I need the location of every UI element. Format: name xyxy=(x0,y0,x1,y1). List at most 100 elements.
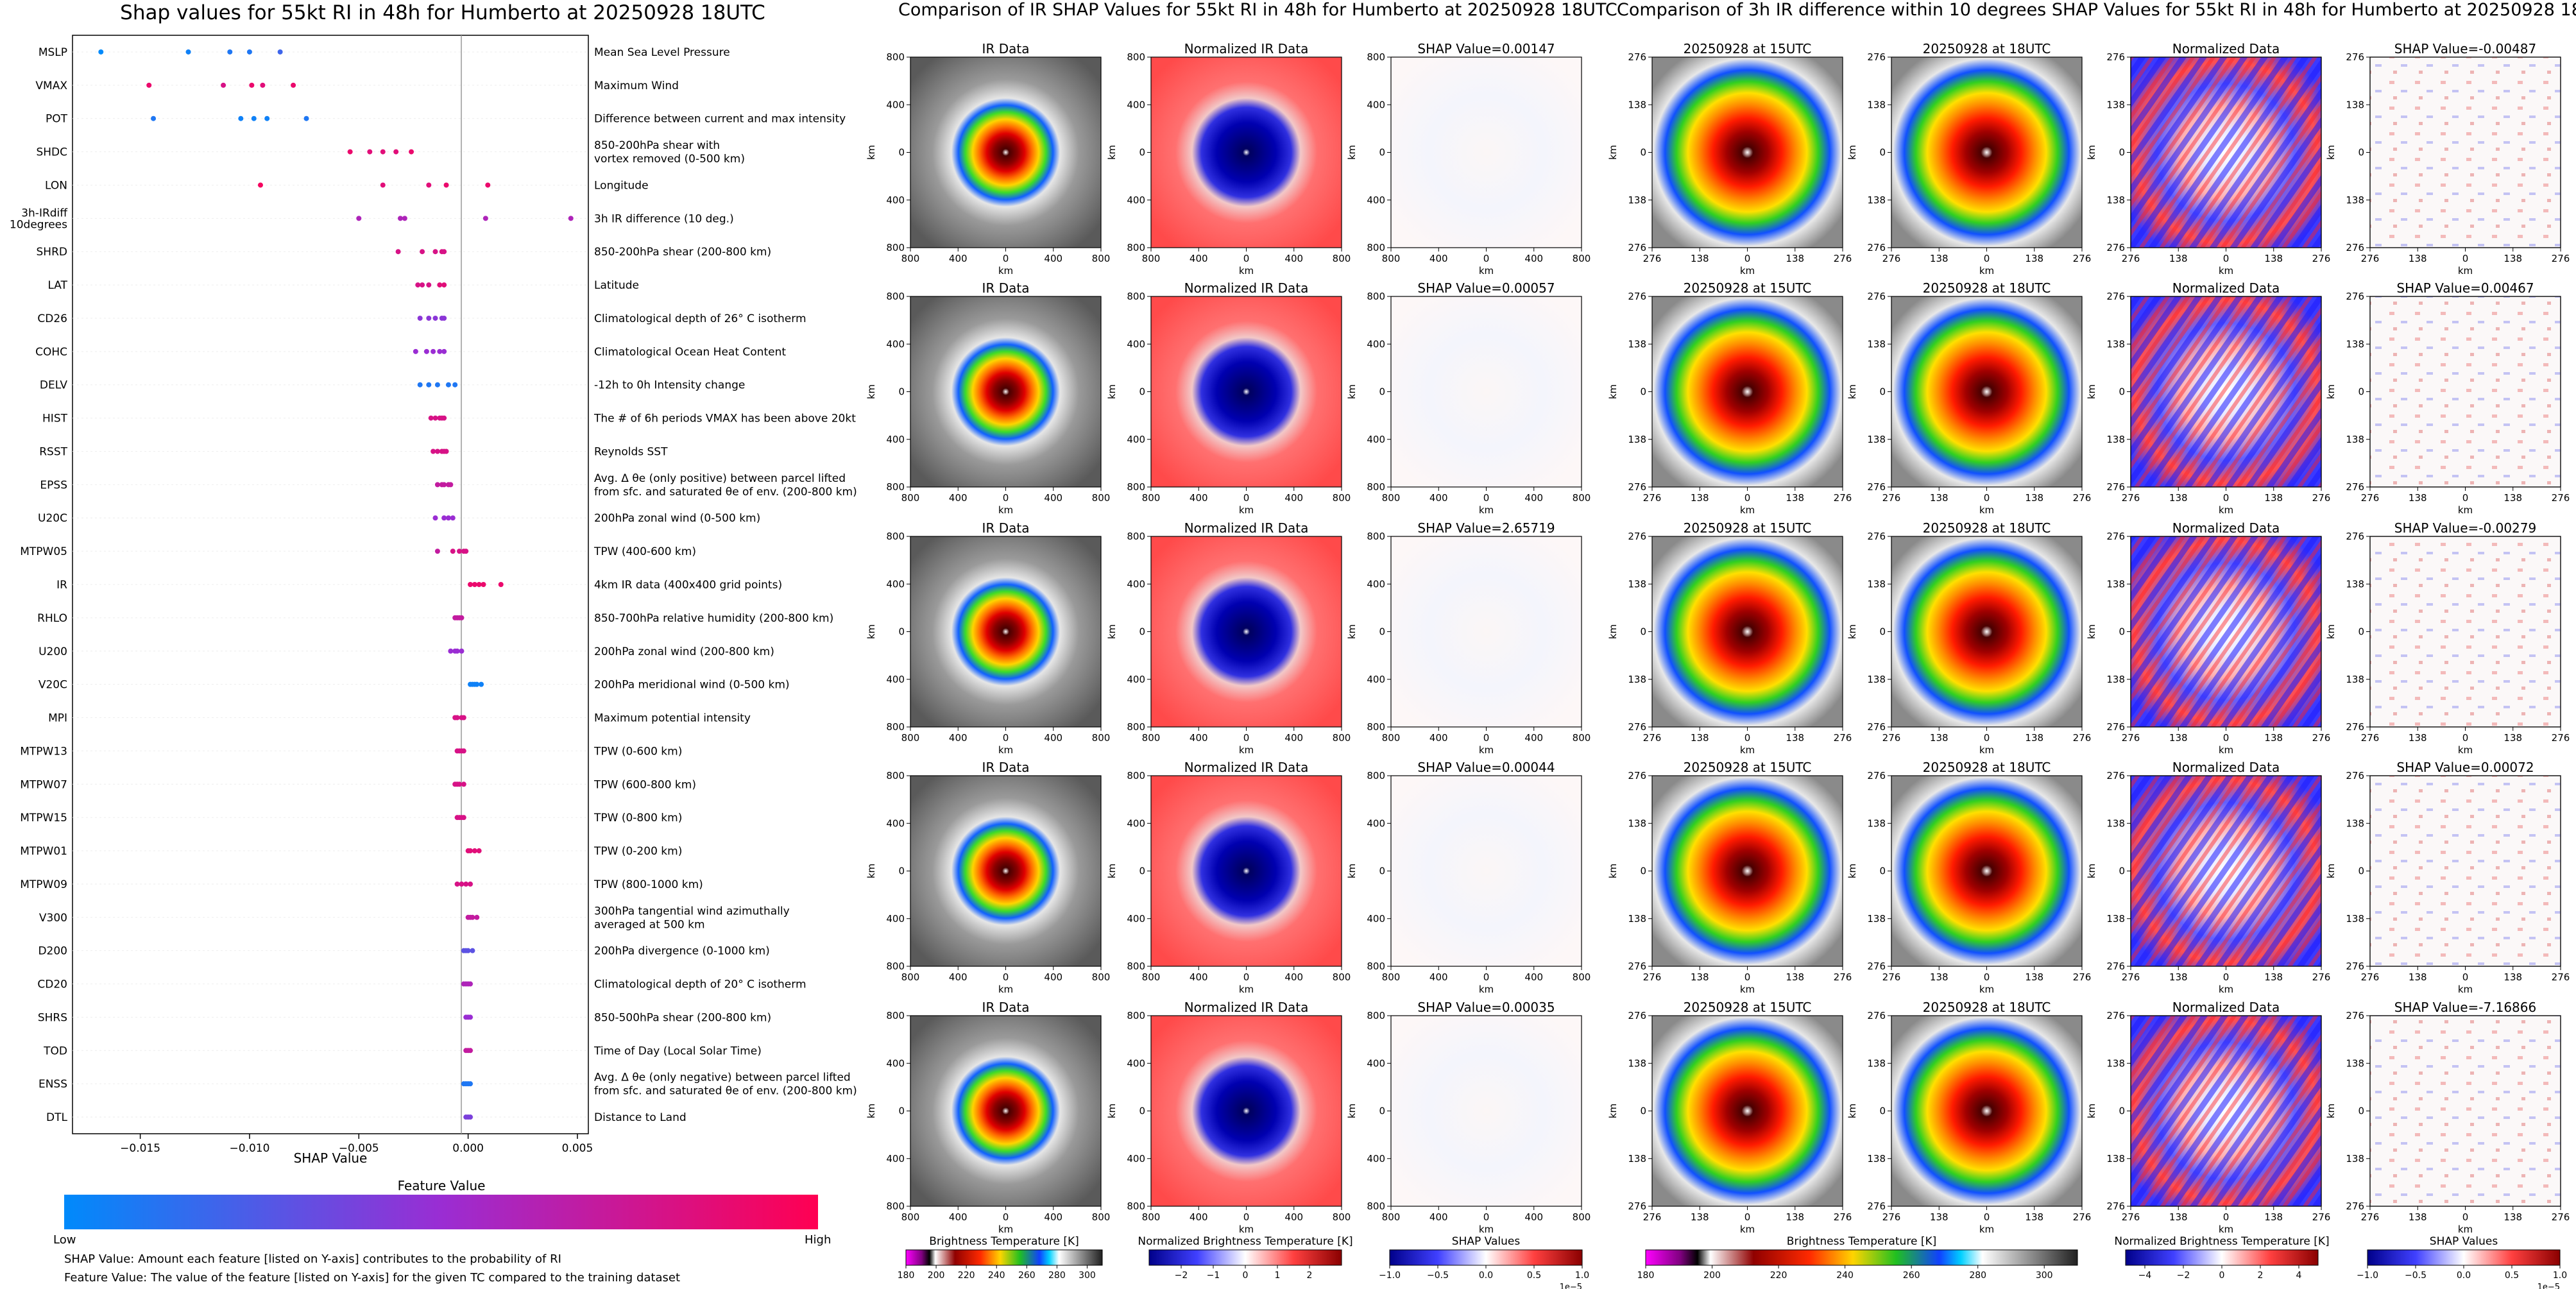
shap-point xyxy=(454,881,460,887)
y-axis-unit-label: km xyxy=(1346,864,1358,878)
feature-description-label: TPW (600-800 km) xyxy=(593,778,696,791)
shap-point xyxy=(443,448,449,454)
x-tick-label: 800 xyxy=(1382,732,1401,744)
x-tick-label: 276 xyxy=(2361,732,2380,744)
feature-description-label: Time of Day (Local Solar Time) xyxy=(593,1045,762,1057)
shap-point xyxy=(443,182,449,188)
y-tick-label: 800 xyxy=(1367,481,1385,493)
panel-image xyxy=(1891,56,2083,248)
panel-title: IR Data xyxy=(982,1000,1030,1015)
y-tick-label: 276 xyxy=(2106,242,2125,253)
x-tick-label: 276 xyxy=(2361,971,2380,983)
colorbar-tick-label: 0.0 xyxy=(1479,1270,1493,1281)
y-tick-label: 276 xyxy=(1867,1010,1886,1021)
panel-title: SHAP Value=0.00147 xyxy=(1417,41,1555,56)
y-tick-label: 276 xyxy=(1628,531,1646,542)
feature-description-label: 200hPa divergence (0-1000 km) xyxy=(594,945,770,958)
x-tick-label: 138 xyxy=(2025,732,2043,744)
shap-point xyxy=(437,282,443,288)
panel-image xyxy=(1150,56,1342,248)
colorbar-tick-label: 0 xyxy=(1243,1270,1249,1281)
x-tick-label: 0 xyxy=(1243,492,1250,504)
shap-point xyxy=(445,515,451,521)
x-axis-unit-label: km xyxy=(1740,744,1755,756)
shap-point xyxy=(476,582,482,587)
colorbar-tick-label: 0 xyxy=(2219,1270,2225,1281)
x-tick-label: 0 xyxy=(1744,732,1751,744)
y-tick-label: 0 xyxy=(2358,147,2364,158)
colorbar-tick-label: 4 xyxy=(2296,1270,2302,1281)
colorbar-tick-label: 0.5 xyxy=(2505,1270,2519,1281)
y-tick-label: 276 xyxy=(2106,481,2125,493)
y-tick-label: 138 xyxy=(1867,338,1886,350)
y-tick-label: 276 xyxy=(2106,721,2125,733)
shap-point xyxy=(463,549,469,554)
footnote-feature-value: Feature Value: The value of the feature … xyxy=(64,1271,680,1285)
panel-title: IR Data xyxy=(982,760,1030,775)
y-tick-label: 400 xyxy=(1367,194,1385,206)
feature-name-label: MTPW13 xyxy=(20,745,67,758)
x-tick-label: 400 xyxy=(949,971,968,983)
panel-image xyxy=(1651,775,1843,967)
x-tick-label: 0 xyxy=(2462,1211,2469,1223)
panel-image xyxy=(910,56,1102,248)
x-tick-label: 138 xyxy=(2503,253,2522,264)
x-tick-label: 138 xyxy=(1786,971,1804,983)
shap-point xyxy=(441,415,447,421)
x-tick-label: 138 xyxy=(2409,732,2427,744)
shap-point xyxy=(468,1081,473,1087)
feature-name-label: VMAX xyxy=(35,80,67,92)
y-tick-label: 400 xyxy=(886,434,905,445)
image-panel: 20250928 at 15UTC27627613813800138138276… xyxy=(1607,280,1852,516)
x-tick-label: 800 xyxy=(1142,1211,1161,1223)
y-axis-unit-label: km xyxy=(1346,384,1358,399)
colorbar-tick-label: 200 xyxy=(928,1270,945,1281)
shap-point xyxy=(461,715,466,721)
x-tick-label: 800 xyxy=(1142,492,1161,504)
feature-description-label: Reynolds SST xyxy=(594,445,668,458)
panel-title: SHAP Value=0.00044 xyxy=(1417,760,1555,775)
y-tick-label: 276 xyxy=(1628,770,1646,781)
colorbar-tick-label: −2 xyxy=(2177,1270,2190,1281)
x-tick-label: 138 xyxy=(1930,253,1949,264)
shap-point xyxy=(347,149,353,155)
image-panel: Normalized IR Data8008004004000040040080… xyxy=(1106,41,1351,277)
y-tick-label: 400 xyxy=(886,99,905,110)
y-tick-label: 800 xyxy=(1127,531,1145,542)
x-tick-label: 800 xyxy=(1142,253,1161,264)
panel-image xyxy=(910,775,1102,967)
feature-name-label: LON xyxy=(45,179,67,192)
feature-name-label: DELV xyxy=(40,379,67,392)
shap-point xyxy=(474,914,480,920)
panel-image xyxy=(1150,296,1342,488)
panel-texture xyxy=(2131,536,2321,727)
y-tick-label: 138 xyxy=(1628,99,1646,110)
panel-title: Normalized Data xyxy=(2172,41,2280,56)
y-tick-label: 138 xyxy=(1628,1153,1646,1165)
y-tick-label: 0 xyxy=(1879,626,1886,638)
colorbar: Brightness Temperature [K] 180 200 220 240 26… xyxy=(1637,1235,2078,1281)
y-tick-label: 138 xyxy=(2106,1153,2125,1165)
shap-point xyxy=(434,382,440,388)
panel-title: SHAP Value=0.00072 xyxy=(2396,760,2534,775)
shap-point xyxy=(568,216,574,221)
colorbar-tick-label: 300 xyxy=(1079,1270,1096,1281)
x-tick-label: 0 xyxy=(1483,732,1490,744)
y-tick-label: 138 xyxy=(1628,1057,1646,1069)
x-tick-label: 138 xyxy=(2025,1211,2043,1223)
x-tick-label: 0 xyxy=(1483,253,1490,264)
y-tick-label: 0 xyxy=(2119,147,2125,158)
image-panel: Normalized Data2762761381380013813827627… xyxy=(2086,1000,2330,1235)
y-axis-unit-label: km xyxy=(2086,145,2097,160)
y-tick-label: 0 xyxy=(1139,386,1145,398)
x-tick-label: 800 xyxy=(1333,492,1351,504)
feature-name-label: MTPW01 xyxy=(20,845,67,858)
colorbar: Brightness Temperature [K] 180 200 220 240 26… xyxy=(898,1235,1103,1281)
x-tick-label: 276 xyxy=(2312,1211,2331,1223)
colorbar-tick-label: −1.0 xyxy=(2357,1270,2378,1281)
shap-point xyxy=(431,448,436,454)
x-tick-label: 800 xyxy=(1573,492,1591,504)
x-axis-unit-label: km xyxy=(2458,265,2473,277)
shap-summary-title: Shap values for 55kt RI in 48h for Humbe… xyxy=(120,1,765,24)
y-tick-label: 138 xyxy=(1628,578,1646,590)
